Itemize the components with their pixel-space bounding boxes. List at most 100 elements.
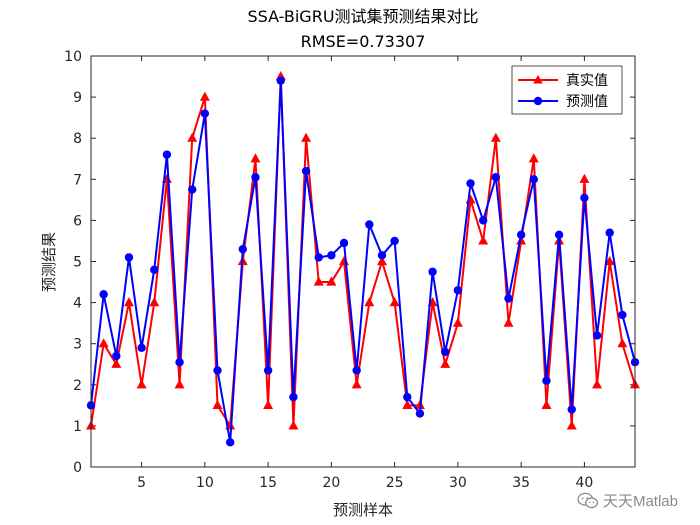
- data-point-predicted: [99, 290, 108, 299]
- data-point-actual: [389, 297, 400, 307]
- data-point-actual: [199, 91, 210, 101]
- x-tick-label: 15: [259, 475, 277, 491]
- data-point-actual: [490, 132, 501, 142]
- data-point-predicted: [580, 193, 589, 202]
- data-point-predicted: [403, 392, 412, 402]
- data-point-actual: [592, 379, 603, 389]
- y-tick-label: 5: [73, 255, 82, 271]
- data-point-predicted: [175, 357, 184, 367]
- data-point-predicted: [554, 230, 564, 239]
- y-axis-label: 预测结果: [40, 232, 58, 292]
- data-point-actual: [326, 276, 337, 286]
- y-tick-label: 1: [73, 419, 82, 435]
- series-line-predicted: [90, 79, 636, 444]
- legend-label-actual: 真实值: [566, 73, 608, 89]
- y-tick-label: 3: [73, 337, 82, 353]
- data-point-actual: [617, 338, 628, 348]
- data-point-predicted: [263, 366, 273, 375]
- watermark-text: 天天Matlab: [602, 493, 678, 510]
- data-point-actual: [376, 256, 387, 266]
- data-point-actual: [503, 317, 514, 327]
- y-tick-label: 7: [73, 172, 82, 188]
- watermark: 天天Matlab: [577, 490, 678, 511]
- data-point-actual: [136, 379, 147, 389]
- x-tick-label: 10: [196, 475, 214, 491]
- data-point-predicted: [542, 376, 551, 385]
- data-point-actual: [478, 235, 489, 245]
- legend: 真实值 预测值: [511, 65, 623, 115]
- legend-box: [511, 65, 623, 115]
- data-series: [86, 71, 640, 447]
- data-point-actual: [364, 297, 375, 307]
- data-point-actual: [174, 379, 185, 389]
- y-tick-label: 2: [73, 378, 82, 394]
- data-point-actual: [541, 399, 552, 409]
- data-point-predicted: [390, 236, 399, 246]
- x-tick-label: 5: [137, 475, 146, 491]
- x-tick-label: 30: [449, 475, 467, 491]
- y-tick-label: 8: [73, 131, 82, 147]
- data-point-actual: [250, 153, 261, 163]
- data-point-predicted: [516, 230, 526, 239]
- x-tick-label: 35: [512, 475, 530, 491]
- data-point-actual: [604, 256, 615, 266]
- data-point-actual: [187, 132, 198, 142]
- data-point-predicted: [415, 409, 425, 418]
- data-point-predicted: [466, 179, 475, 188]
- data-point-actual: [212, 399, 223, 409]
- x-tick-label: 40: [575, 475, 593, 491]
- y-tick-label: 9: [73, 90, 82, 106]
- data-point-actual: [440, 358, 451, 368]
- data-point-predicted: [276, 76, 285, 85]
- legend-marker-predicted: [533, 96, 543, 106]
- chart-subtitle: RMSE=0.73307: [301, 32, 426, 51]
- data-point-predicted: [567, 405, 576, 414]
- data-point-predicted: [251, 173, 260, 182]
- data-point-predicted: [504, 294, 513, 303]
- data-point-actual: [98, 338, 109, 348]
- data-point-predicted: [352, 366, 361, 375]
- legend-label-predicted: 预测值: [566, 94, 608, 110]
- data-point-predicted: [491, 173, 501, 182]
- data-point-predicted: [327, 251, 336, 260]
- data-point-actual: [351, 379, 362, 389]
- data-point-predicted: [377, 251, 387, 260]
- x-axis-label: 预测样本: [333, 501, 393, 519]
- data-point-predicted: [162, 150, 172, 159]
- data-point-predicted: [238, 244, 248, 254]
- x-tick-label: 25: [386, 475, 404, 491]
- data-point-predicted: [453, 286, 463, 295]
- data-point-predicted: [124, 253, 134, 262]
- data-point-actual: [579, 173, 590, 183]
- data-point-actual: [288, 420, 299, 430]
- data-point-actual: [149, 297, 160, 307]
- data-point-actual: [301, 132, 312, 142]
- y-tick-label: 0: [73, 460, 82, 476]
- data-point-predicted: [200, 109, 210, 118]
- data-point-predicted: [213, 366, 222, 375]
- data-point-predicted: [478, 216, 488, 225]
- data-point-predicted: [529, 175, 538, 184]
- data-point-predicted: [428, 267, 437, 276]
- data-point-predicted: [618, 310, 627, 320]
- data-point-predicted: [301, 166, 311, 176]
- data-point-actual: [123, 297, 134, 307]
- data-point-actual: [566, 420, 577, 430]
- plot-frame: [90, 55, 636, 468]
- x-tick-label: 20: [322, 475, 340, 491]
- y-tick-label: 4: [73, 296, 82, 312]
- chart-title: SSA-BiGRU测试集预测结果对比: [247, 7, 478, 26]
- data-point-predicted: [605, 228, 614, 237]
- y-tick-label: 6: [73, 213, 82, 229]
- plot-area: [91, 56, 635, 467]
- data-point-predicted: [314, 253, 323, 262]
- y-tick-label: 10: [64, 49, 82, 65]
- data-point-predicted: [441, 347, 450, 357]
- data-point-actual: [452, 317, 463, 327]
- data-point-predicted: [188, 185, 197, 194]
- wechat-icon: [577, 492, 599, 508]
- data-point-actual: [313, 276, 324, 286]
- data-point-predicted: [365, 220, 374, 229]
- data-point-actual: [528, 153, 539, 163]
